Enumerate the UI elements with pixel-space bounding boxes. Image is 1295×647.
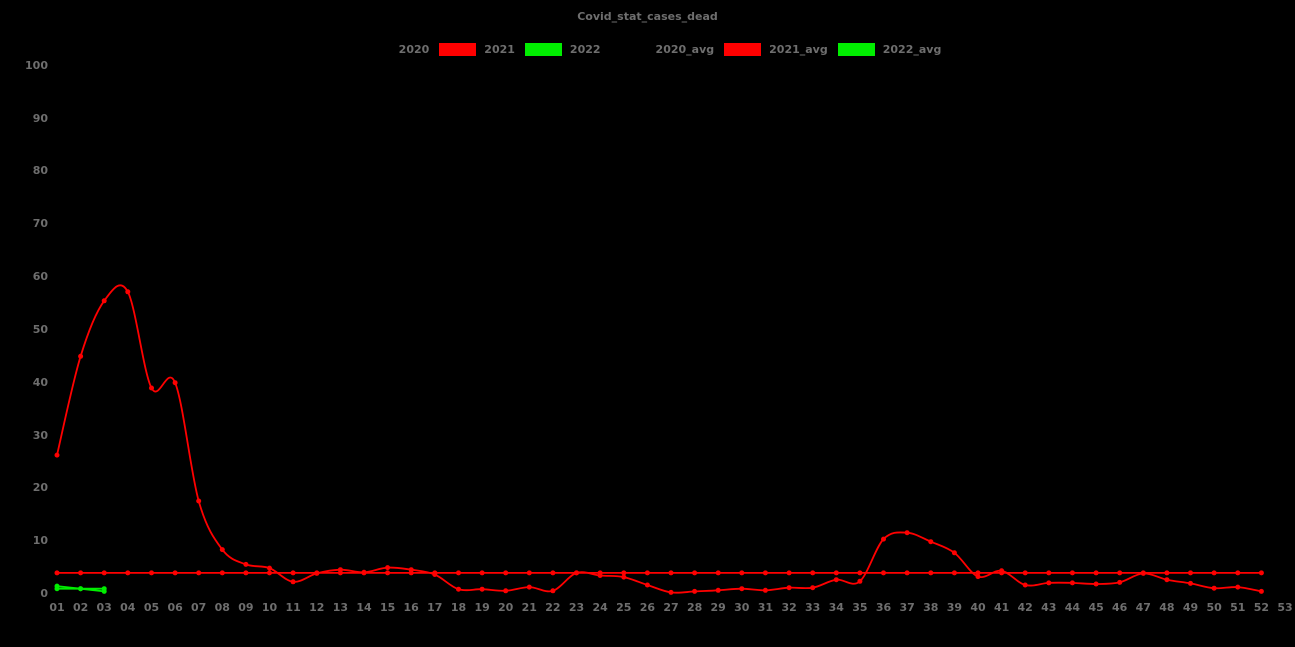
legend-label: 2020_avg [655,42,715,56]
legend-label: 2022_avg [882,42,942,56]
legend-swatch-icon [837,42,875,56]
legend-item-2022_avg: 2022_avg [837,42,942,56]
legend-item-2021_avg: 2021_avg [724,42,828,56]
legend-swatch-icon [724,42,762,56]
legend-item-2022: 2022 [524,42,601,56]
chart-title: Covid_stat_cases_dead [577,10,718,23]
legend-label: 2020 [398,42,430,56]
legend-item-2021: 2021 [439,42,515,56]
series-2021-markers [54,289,1264,595]
legend-label: 2021_avg [769,42,828,56]
legend-swatch-icon [524,42,562,56]
legend-label: 2022 [569,42,601,56]
legend-item-2020: 2020 [353,42,430,56]
chart-legend: 2020 2021 2022 2020_avg 2021_avg 2022_avg [0,42,1295,56]
legend-swatch-icon [439,42,477,56]
legend-label: 2021 [484,42,515,56]
series-2021_avg-markers [54,570,1264,576]
legend-item-2020_avg: 2020_avg [610,42,715,56]
legend-swatch-icon [353,42,391,56]
legend-swatch-icon [610,42,648,56]
series-2022_avg-markers [54,586,107,592]
series-2021-line [56,284,1262,594]
